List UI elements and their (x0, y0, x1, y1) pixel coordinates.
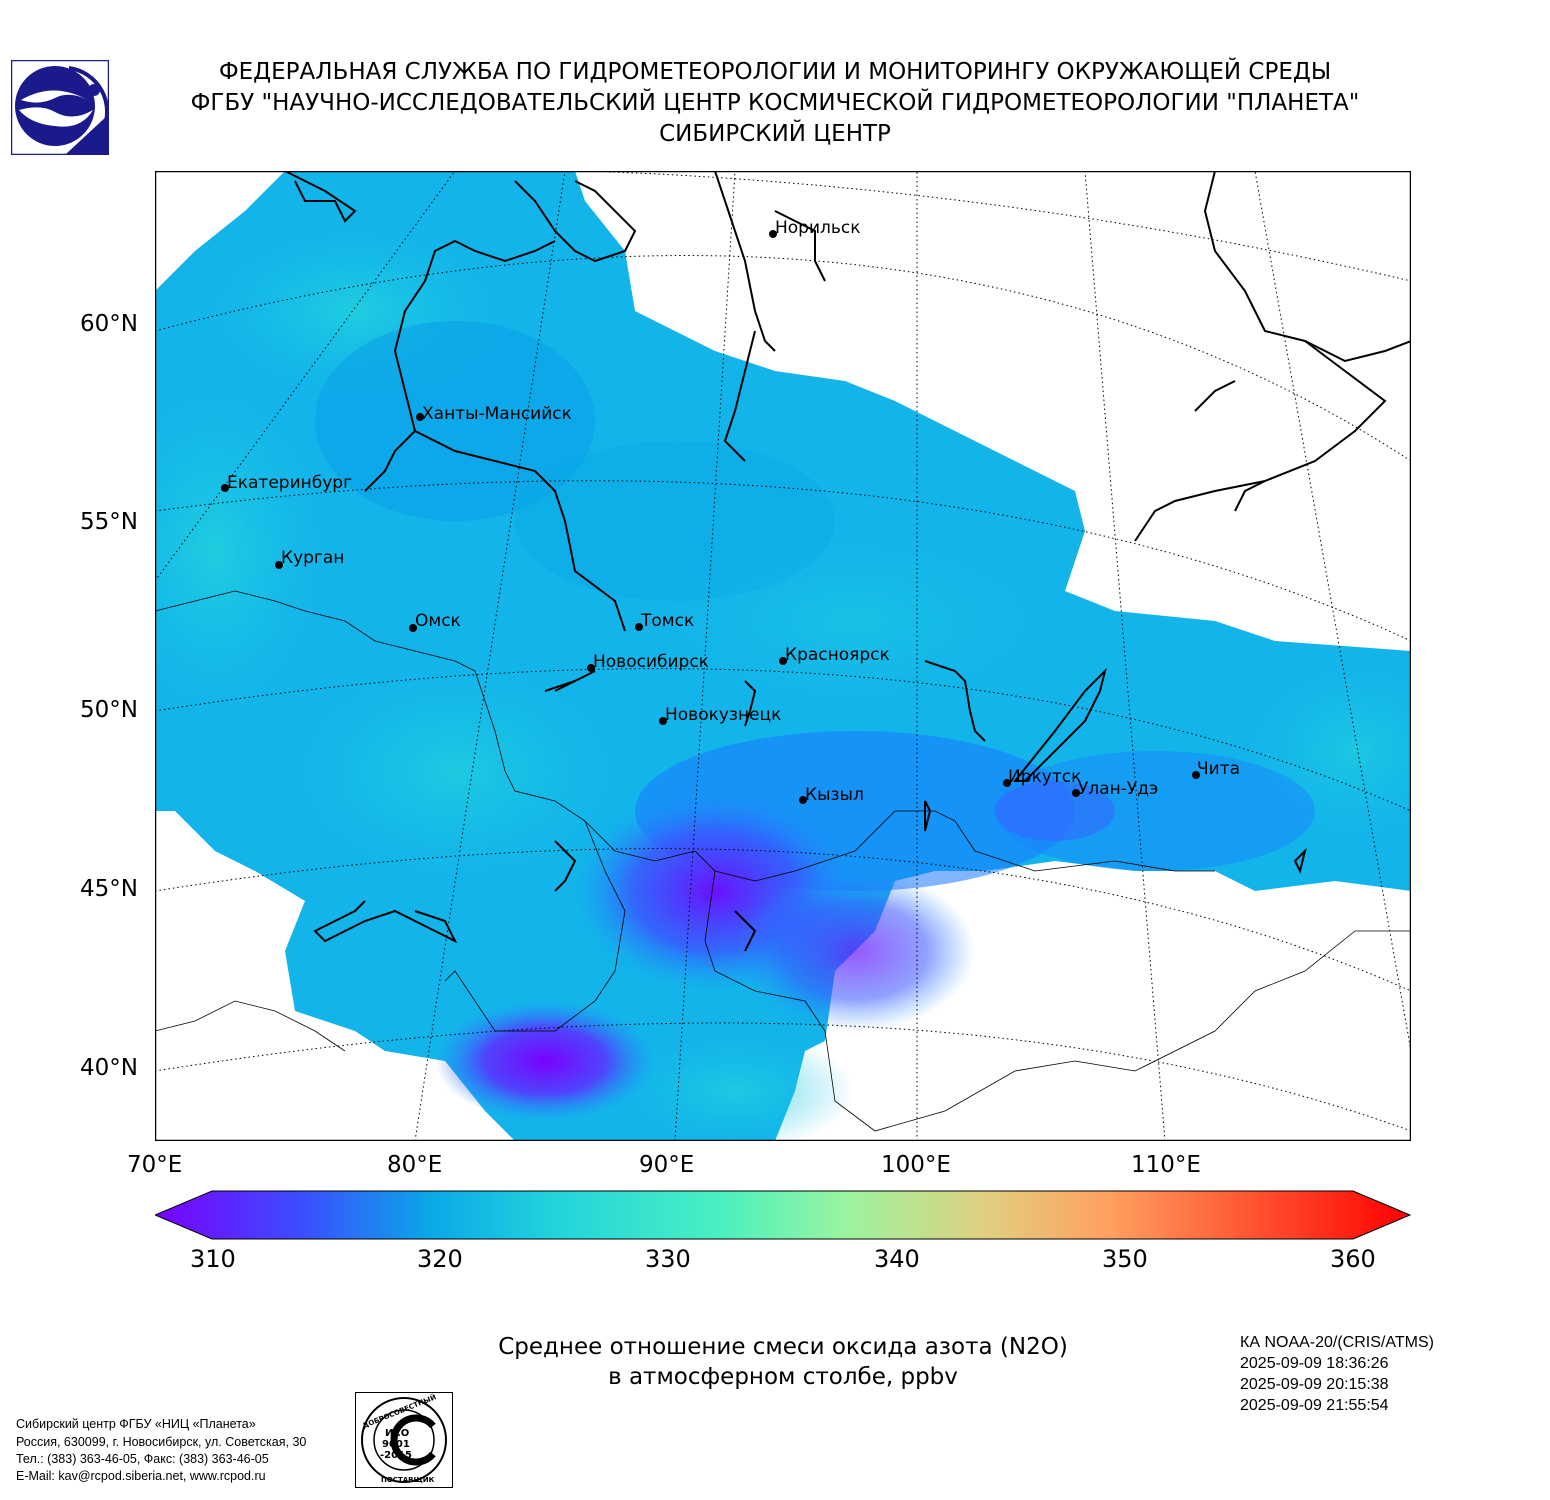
header-line-2: ФГБУ "НАУЧНО-ИССЛЕДОВАТЕЛЬСКИЙ ЦЕНТР КОС… (190, 90, 1360, 116)
city-label: Ханты-Мансийск (422, 404, 572, 424)
iso-code-3: -2015 (380, 1450, 412, 1461)
product-title-line-2: в атмосферном столбе, ppbv (608, 1364, 958, 1390)
city-label: Новокузнецк (665, 705, 782, 725)
footer-line-3: Тел.: (383) 363-46-05, Факс: (383) 363-4… (16, 1452, 269, 1466)
product-title-line-1: Среднее отношение смеси оксида азота (N2… (498, 1334, 1068, 1360)
colorbar (153, 1190, 1412, 1240)
city-label: Иркутск (1008, 767, 1082, 787)
city-label: Екатеринбург (227, 473, 353, 493)
city-label: Норильск (775, 218, 861, 238)
satellite-name: КА NOAA-20/(CRIS/ATMS) (1240, 1334, 1434, 1351)
lon-label: 70°E (127, 1152, 183, 1178)
city-markers (221, 230, 1200, 804)
city-label: Курган (281, 548, 345, 568)
iso-badge: ИСО 9001 -2015 ДОБРОСОВЕСТНЫЙ ПОСТАВЩИК (355, 1392, 453, 1488)
lat-label: 60°N (80, 311, 138, 337)
colorbar-tick: 340 (874, 1245, 920, 1273)
city-label: Улан-Удэ (1078, 779, 1159, 799)
lon-label: 90°E (639, 1152, 695, 1178)
footer-line-1: Сибирский центр ФГБУ «НИЦ «Планета» (16, 1417, 256, 1431)
city-label: Чита (1197, 759, 1241, 779)
colorbar-tick: 310 (190, 1245, 236, 1273)
lat-label: 40°N (80, 1055, 138, 1081)
colorbar-tick: 330 (645, 1245, 691, 1273)
lat-label: 55°N (80, 509, 138, 535)
colorbar-tick: 350 (1102, 1245, 1148, 1273)
iso-code-2: 9001 (382, 1439, 410, 1450)
colorbar-tick: 320 (417, 1245, 463, 1273)
iso-bottom-text: ПОСТАВЩИК (381, 1476, 435, 1484)
lat-label: 50°N (80, 697, 138, 723)
footer-contact: E-Mail: kav@rcpod.siberia.net, www.rcpod… (16, 1469, 266, 1483)
colorbar-tick: 360 (1330, 1245, 1376, 1273)
map-frame (154, 170, 1412, 1142)
satellite-time: 2025-09-09 20:15:38 (1240, 1376, 1389, 1393)
graticule-latitudes (155, 171, 1411, 1132)
city-label: Красноярск (785, 645, 890, 665)
city-label: Новосибирск (593, 652, 709, 672)
roshydromet-logo (10, 59, 110, 156)
city-label: Томск (641, 611, 695, 631)
lon-label: 110°E (1131, 1152, 1201, 1178)
city-label: Омск (415, 611, 461, 631)
header-line-3: СИБИРСКИЙ ЦЕНТР (659, 121, 891, 147)
footer-line-2: Россия, 630099, г. Новосибирск, ул. Сове… (16, 1435, 307, 1449)
city-label: Кызыл (805, 785, 864, 805)
iso-code-1: ИСО (385, 1428, 409, 1439)
map-panel: Норильск Ханты-Мансийск Екатеринбург Кур… (154, 170, 1412, 1142)
lon-label: 100°E (881, 1152, 951, 1178)
coastlines-rivers (284, 171, 1411, 952)
map-svg (154, 170, 1412, 1142)
lon-label: 80°E (387, 1152, 443, 1178)
country-borders (155, 590, 1411, 1132)
lat-label: 45°N (80, 876, 138, 902)
header-line-1: ФЕДЕРАЛЬНАЯ СЛУЖБА ПО ГИДРОМЕТЕОРОЛОГИИ … (218, 59, 1332, 85)
satellite-time: 2025-09-09 21:55:54 (1240, 1397, 1389, 1414)
satellite-time: 2025-09-09 18:36:26 (1240, 1355, 1389, 1372)
graticule-longitudes (155, 171, 1411, 1141)
